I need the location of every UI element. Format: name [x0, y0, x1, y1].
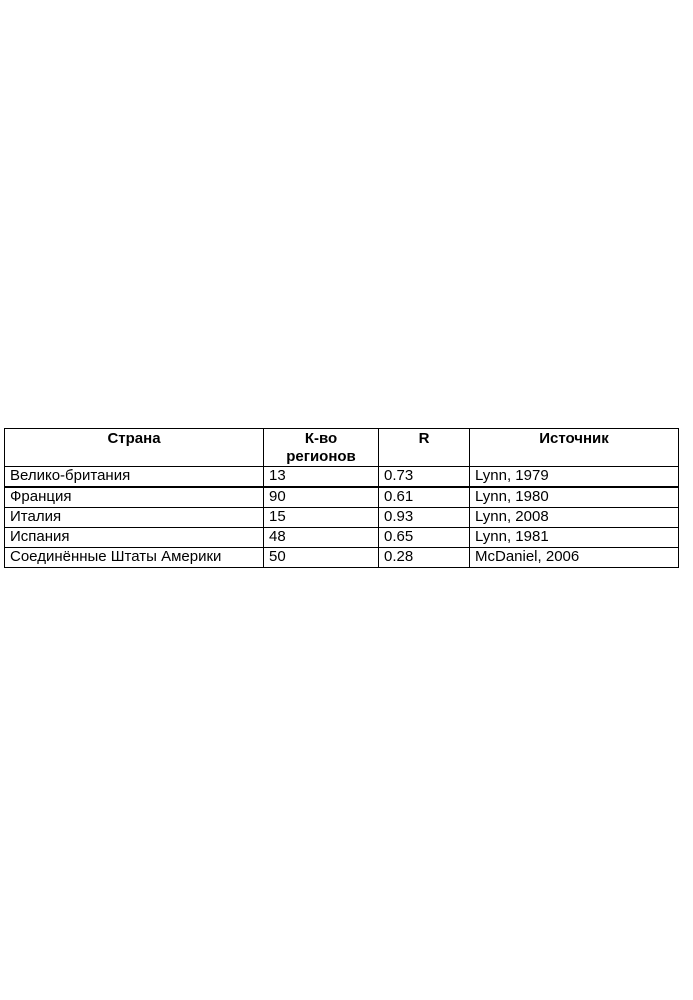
cell-r: 0.73 — [378, 466, 470, 488]
column-header-country: Страна — [4, 428, 264, 467]
cell-source: Lynn, 1980 — [469, 486, 679, 508]
cell-source: McDaniel, 2006 — [469, 547, 679, 568]
column-header-label: R — [418, 430, 430, 447]
column-header-label: Источник — [539, 430, 609, 447]
cell-regions: 48 — [263, 527, 379, 548]
table-header-row: Страна К-во регионов R Источник — [4, 428, 679, 467]
cell-r: 0.65 — [378, 527, 470, 548]
column-header-label: К-во регионов — [286, 430, 356, 465]
regions-correlation-table: Страна К-во регионов R Источник Велико-брит… — [4, 428, 679, 568]
column-header-source: Источник — [469, 428, 679, 467]
cell-r: 0.61 — [378, 486, 470, 508]
column-header-label: Страна — [107, 430, 161, 447]
cell-r: 0.93 — [378, 507, 470, 528]
cell-country: Велико-британия — [4, 466, 264, 488]
table-row: Италия 15 0.93 Lynn, 2008 — [4, 507, 679, 528]
table-body: Велико-британия 13 0.73 Lynn, 1979 Франция 90… — [4, 466, 679, 568]
cell-regions: 90 — [263, 486, 379, 508]
cell-regions: 15 — [263, 507, 379, 528]
column-header-r: R — [378, 428, 470, 467]
table-row: Соединённые Штаты Америки 50 0.28 McDaniel,… — [4, 547, 679, 568]
cell-country: Испания — [4, 527, 264, 548]
cell-country: Италия — [4, 507, 264, 528]
cell-country: Соединённые Штаты Америки — [4, 547, 264, 568]
column-header-regions: К-во регионов — [263, 428, 379, 467]
cell-regions: 50 — [263, 547, 379, 568]
table-row: Велико-британия 13 0.73 Lynn, 1979 — [4, 466, 679, 488]
cell-regions: 13 — [263, 466, 379, 488]
cell-source: Lynn, 2008 — [469, 507, 679, 528]
cell-source: Lynn, 1979 — [469, 466, 679, 488]
table-row: Испания 48 0.65 Lynn, 1981 — [4, 527, 679, 548]
cell-country: Франция — [4, 486, 264, 508]
table-header: Страна К-во регионов R Источник — [4, 428, 679, 467]
cell-r: 0.28 — [378, 547, 470, 568]
regions-correlation-table-wrap: Страна К-во регионов R Источник Велико-брит… — [4, 428, 679, 568]
cell-source: Lynn, 1981 — [469, 527, 679, 548]
table-row: Франция 90 0.61 Lynn, 1980 — [4, 486, 679, 508]
